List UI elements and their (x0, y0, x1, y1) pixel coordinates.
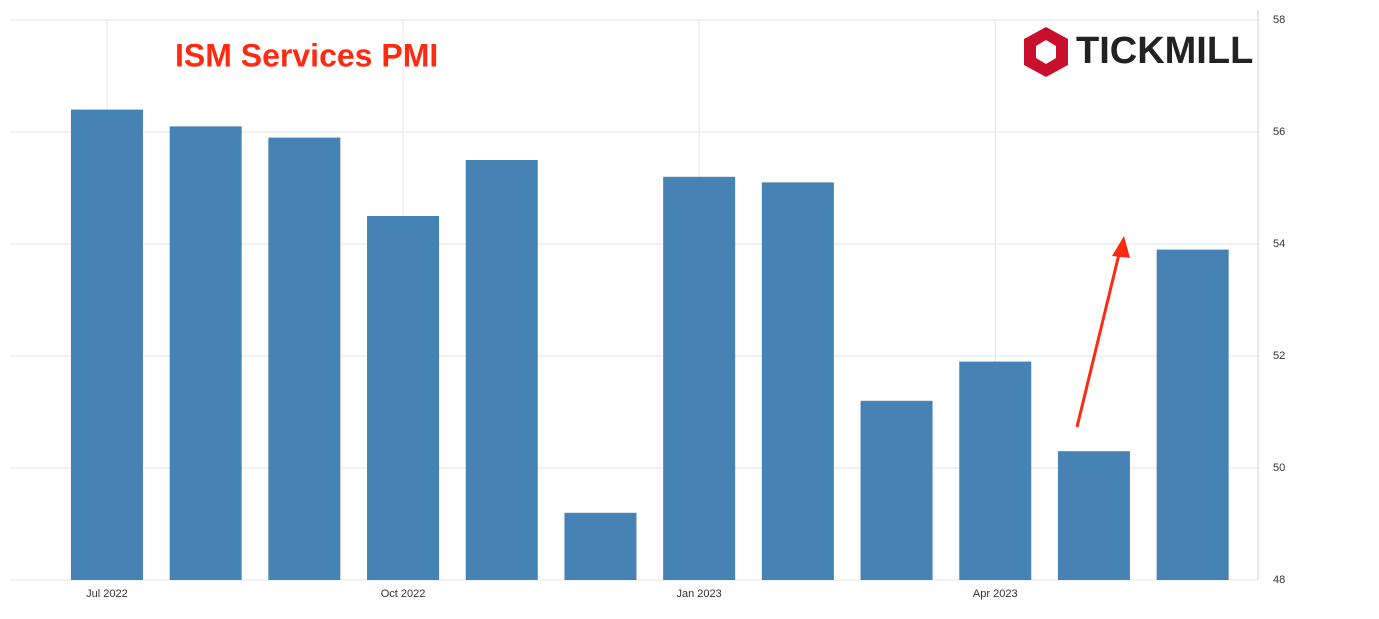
bar (663, 176, 736, 581)
logo: TICKMILL (1024, 27, 1253, 77)
y-tick-label: 50 (1273, 462, 1285, 474)
y-tick-label: 58 (1273, 14, 1285, 26)
bar (465, 160, 538, 580)
x-tick-label: Apr 2023 (973, 588, 1018, 600)
bar (367, 216, 440, 580)
x-tick-label: Oct 2022 (381, 588, 426, 600)
bar (761, 182, 834, 580)
logo-text: TICKMILL (1076, 30, 1253, 72)
bar (860, 400, 933, 580)
y-tick-label: 54 (1273, 238, 1285, 250)
annotation-arrow (1075, 236, 1130, 428)
y-tick-label: 48 (1273, 574, 1285, 586)
bar (1156, 249, 1229, 580)
bar (169, 126, 242, 581)
logo-icon-inner (1036, 40, 1056, 64)
y-tick-label: 52 (1273, 350, 1285, 362)
chart-title: ISM Services PMI (175, 37, 438, 73)
bar (564, 512, 637, 580)
bar (959, 361, 1032, 580)
bar (70, 109, 143, 580)
y-tick-label: 56 (1273, 126, 1285, 138)
bar (268, 137, 341, 580)
x-tick-label: Jul 2022 (86, 588, 128, 600)
arrow-head (1112, 236, 1130, 258)
arrow-line (1075, 249, 1122, 428)
bar (1057, 451, 1130, 580)
x-tick-label: Jan 2023 (677, 588, 722, 600)
